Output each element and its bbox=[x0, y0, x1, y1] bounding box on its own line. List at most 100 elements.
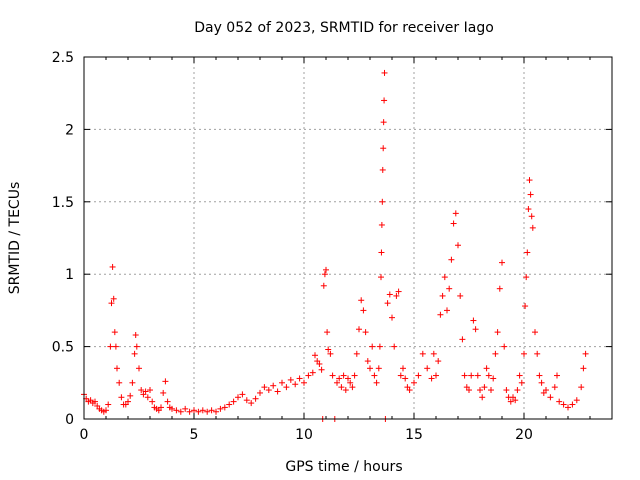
data-point bbox=[376, 343, 383, 350]
data-point bbox=[371, 372, 378, 379]
data-point bbox=[138, 387, 145, 394]
data-point bbox=[565, 404, 571, 411]
data-point bbox=[556, 398, 563, 405]
data-point bbox=[569, 401, 576, 408]
y-tick-label: 2 bbox=[65, 122, 74, 138]
data-point bbox=[538, 379, 545, 386]
data-point bbox=[461, 372, 468, 379]
data-point bbox=[239, 391, 246, 398]
y-axis-label: SRMTID / TECUs bbox=[7, 182, 23, 295]
data-points bbox=[81, 69, 589, 422]
data-point bbox=[560, 401, 567, 408]
data-point bbox=[129, 379, 136, 386]
data-point bbox=[496, 285, 503, 292]
data-point bbox=[402, 375, 409, 382]
data-point bbox=[381, 69, 388, 76]
data-point bbox=[379, 198, 386, 205]
data-point bbox=[494, 329, 501, 336]
data-point bbox=[492, 350, 499, 357]
data-point bbox=[347, 379, 354, 386]
data-point bbox=[340, 372, 347, 379]
data-point bbox=[164, 398, 171, 405]
data-point bbox=[321, 271, 328, 278]
x-axis-label: GPS time / hours bbox=[285, 459, 402, 475]
data-point bbox=[111, 329, 118, 336]
x-tick-label: 20 bbox=[515, 427, 533, 443]
data-point bbox=[430, 350, 437, 357]
data-point bbox=[400, 365, 406, 372]
data-point bbox=[217, 405, 224, 412]
data-point bbox=[384, 300, 391, 307]
data-point bbox=[323, 266, 329, 273]
data-point bbox=[450, 220, 457, 227]
data-point bbox=[459, 336, 466, 343]
data-point bbox=[324, 329, 331, 336]
data-point bbox=[283, 384, 290, 391]
data-point bbox=[375, 365, 382, 372]
chart-title: Day 052 of 2023, SRMTID for receiver Iag… bbox=[194, 20, 494, 36]
data-point bbox=[162, 378, 169, 385]
data-point bbox=[92, 398, 98, 405]
data-point bbox=[490, 375, 497, 382]
data-point bbox=[305, 372, 312, 379]
data-point bbox=[380, 119, 387, 126]
data-point bbox=[446, 285, 453, 292]
data-point bbox=[472, 326, 479, 333]
data-point bbox=[270, 382, 277, 389]
data-point bbox=[455, 242, 461, 249]
data-point bbox=[439, 292, 446, 299]
data-point bbox=[107, 343, 114, 350]
data-point bbox=[336, 375, 343, 382]
data-point bbox=[381, 97, 388, 104]
data-point bbox=[127, 392, 134, 399]
data-point bbox=[378, 274, 384, 281]
data-point bbox=[208, 407, 215, 414]
data-point bbox=[437, 311, 444, 318]
y-tick-label: 2.5 bbox=[52, 50, 74, 66]
data-point bbox=[235, 394, 241, 401]
data-point bbox=[415, 372, 422, 379]
data-point bbox=[526, 177, 533, 184]
data-point bbox=[125, 398, 131, 405]
data-point bbox=[131, 350, 138, 357]
data-point bbox=[435, 358, 442, 365]
data-point bbox=[543, 387, 549, 394]
data-point bbox=[353, 350, 360, 357]
data-point bbox=[397, 372, 404, 379]
data-point bbox=[393, 292, 400, 299]
y-tick-label: 0.5 bbox=[52, 340, 74, 356]
data-point bbox=[522, 303, 529, 310]
data-point bbox=[252, 395, 259, 402]
data-point bbox=[483, 365, 490, 372]
data-point bbox=[362, 329, 369, 336]
data-point bbox=[338, 384, 345, 391]
data-point bbox=[108, 300, 115, 307]
data-point bbox=[351, 372, 358, 379]
data-point bbox=[296, 375, 303, 382]
data-point bbox=[499, 259, 505, 266]
data-point bbox=[457, 292, 464, 299]
data-point bbox=[230, 398, 237, 405]
data-point bbox=[470, 317, 477, 324]
data-point bbox=[257, 389, 263, 396]
data-point bbox=[378, 221, 385, 228]
data-point bbox=[142, 388, 149, 395]
data-point bbox=[316, 360, 323, 367]
data-point bbox=[514, 387, 521, 394]
data-point bbox=[389, 314, 395, 321]
data-point bbox=[580, 365, 587, 372]
data-point bbox=[325, 346, 332, 353]
ticks: 0 5 10 15 20 0 0.5 1 1.5 2 2.5 bbox=[52, 50, 612, 443]
data-point bbox=[474, 372, 481, 379]
data-point bbox=[378, 249, 385, 256]
data-point bbox=[466, 387, 472, 394]
data-point bbox=[441, 274, 448, 281]
data-point bbox=[147, 387, 153, 394]
data-point bbox=[364, 358, 371, 365]
data-point bbox=[133, 343, 140, 350]
data-point bbox=[261, 384, 268, 391]
data-point bbox=[419, 350, 426, 357]
data-point bbox=[221, 404, 228, 411]
data-point bbox=[158, 404, 164, 411]
